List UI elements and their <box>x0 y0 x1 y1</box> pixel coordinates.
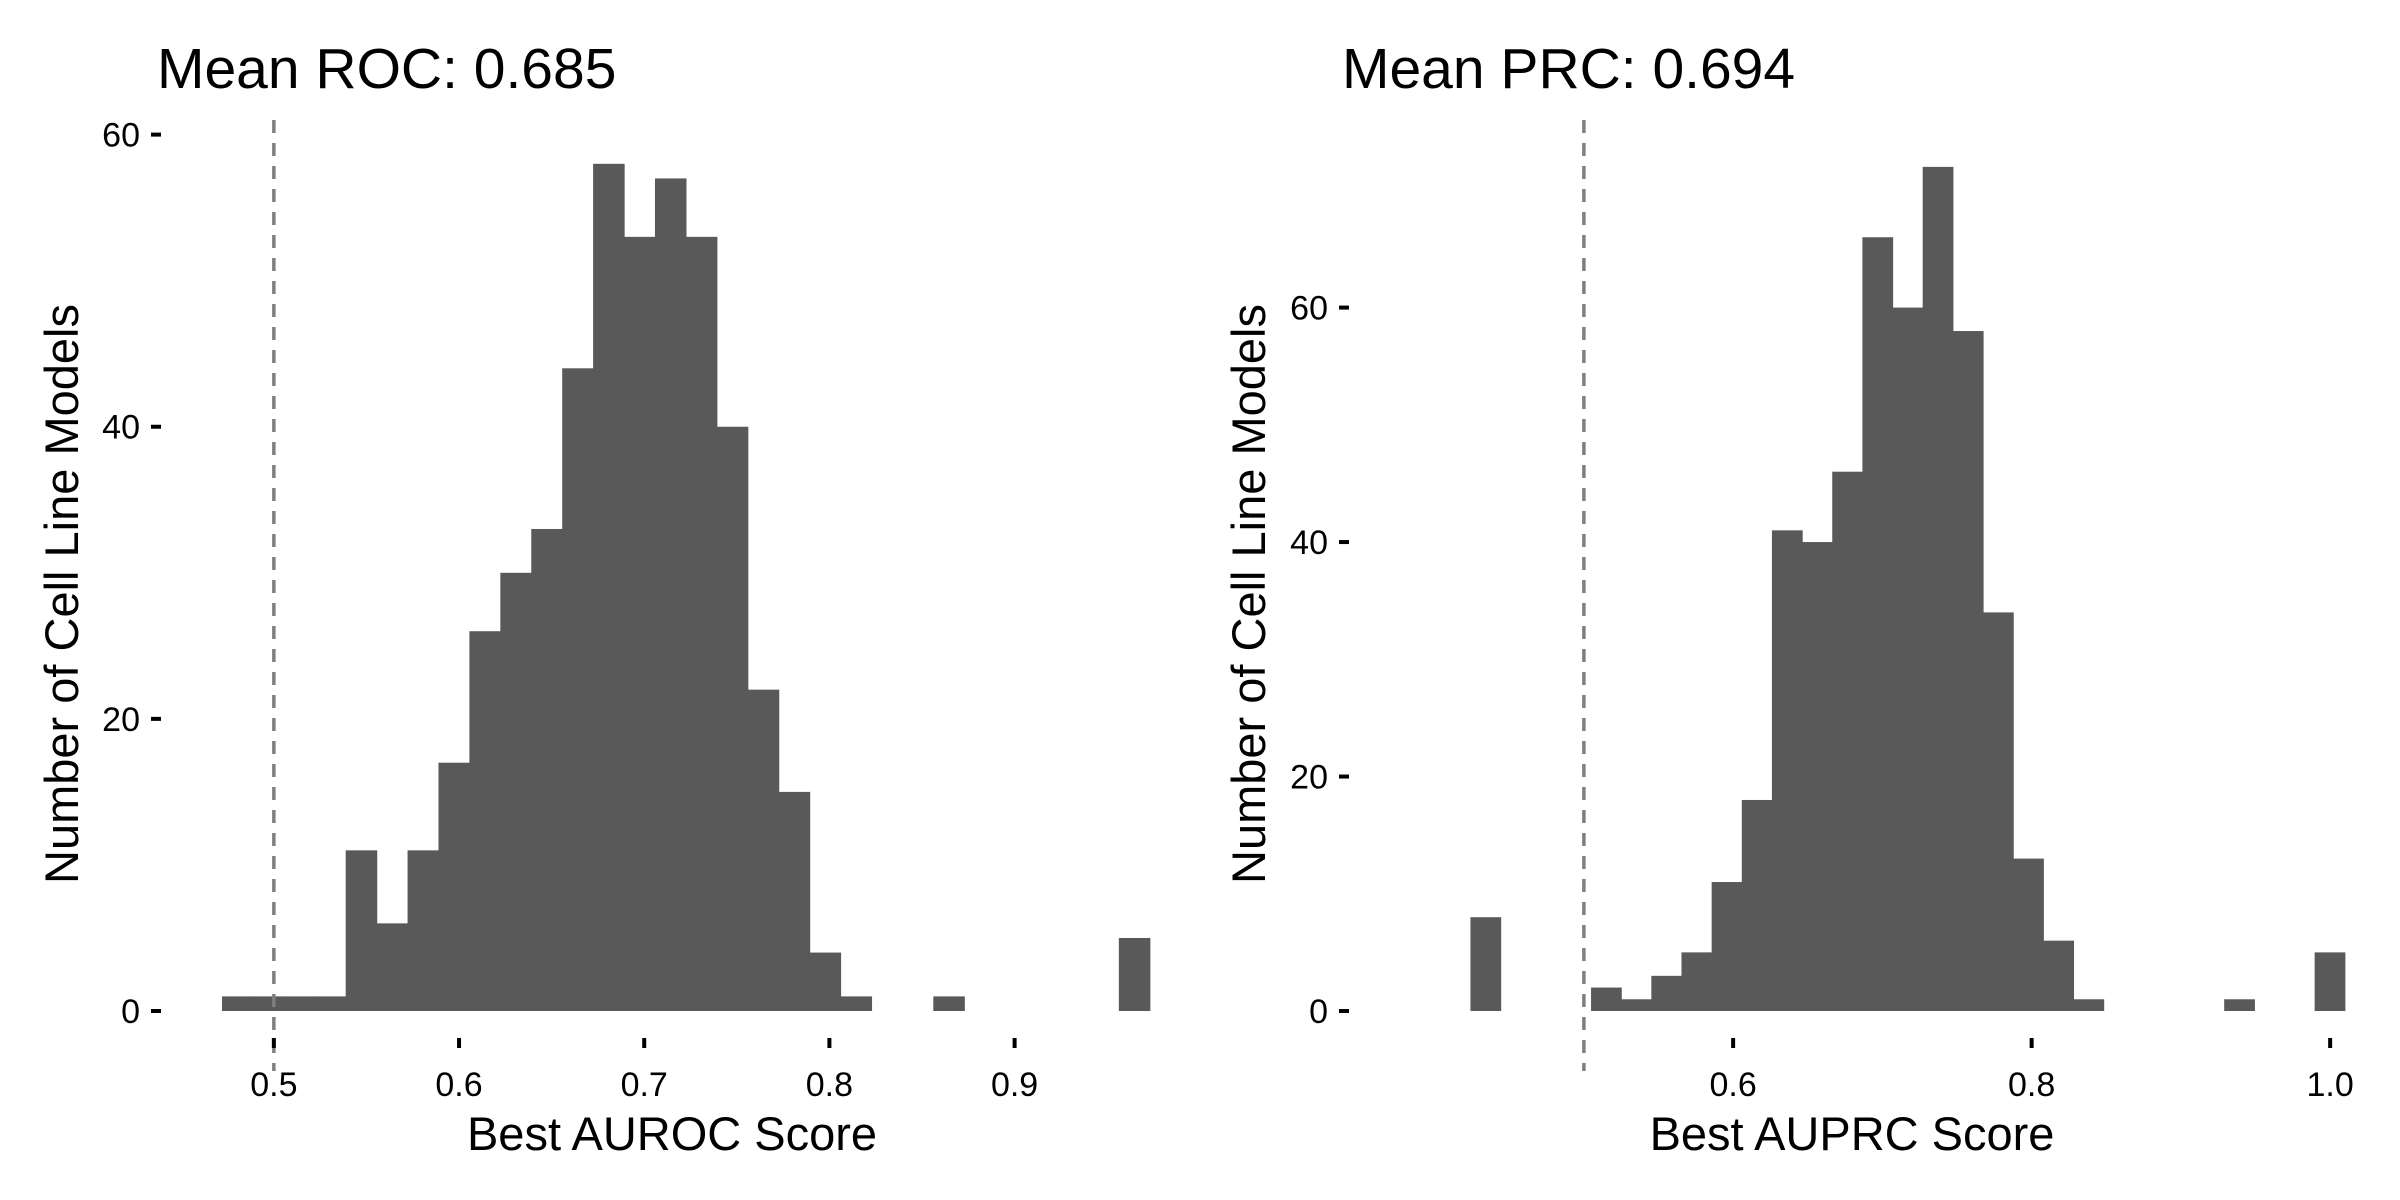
prc-bar <box>1470 917 1502 1011</box>
prc-bar <box>1952 331 1984 1011</box>
prc-bar <box>1802 542 1833 1011</box>
roc-bar <box>562 368 594 1011</box>
prc-bar <box>1621 999 1652 1011</box>
prc-y-tick-label: 20 <box>1290 759 1328 797</box>
prc-bar <box>2013 858 2044 1011</box>
roc-bar <box>252 996 285 1011</box>
roc-bar <box>376 923 409 1011</box>
roc-y-axis: 0 20 40 60 <box>102 117 161 1031</box>
prc-bar <box>1982 612 2014 1011</box>
roc-bar <box>345 850 378 1011</box>
prc-bar <box>1771 530 1803 1011</box>
prc-x-tick-label: 0.8 <box>2008 1066 2055 1104</box>
prc-x-axis: 0.6 0.8 1.0 <box>1710 1038 2354 1104</box>
roc-bar <box>747 689 780 1011</box>
roc-bar <box>840 996 873 1011</box>
roc-x-tick-label: 0.9 <box>991 1066 1038 1104</box>
prc-y-axis-title: Number of Cell Line Models <box>1222 304 1275 884</box>
prc-bar <box>1862 237 1894 1012</box>
prc-bar <box>1651 975 1683 1011</box>
roc-bars <box>222 163 1151 1012</box>
roc-y-tick-label: 40 <box>102 409 140 447</box>
roc-bar <box>1118 937 1151 1011</box>
roc-x-tick-label: 0.5 <box>250 1066 297 1104</box>
prc-bar <box>1832 471 1863 1012</box>
roc-bar <box>624 236 656 1012</box>
roc-x-axis-title: Best AUROC Score <box>467 1107 877 1160</box>
panel-title-prc: Mean PRC: 0.694 <box>1342 37 1795 101</box>
prc-bar <box>1681 952 1713 1011</box>
roc-bar <box>716 426 749 1011</box>
prc-x-axis-title: Best AUPRC Score <box>1650 1107 2055 1160</box>
prc-bar <box>1591 987 1622 1011</box>
roc-bar <box>654 178 687 1011</box>
prc-y-axis: 0 20 40 60 <box>1290 290 1349 1031</box>
panel-prc: Mean PRC: 0.694 0 20 40 60 0.6 0.8 1.0 Best A… <box>1222 37 2354 1160</box>
roc-x-tick-label: 0.6 <box>435 1066 482 1104</box>
prc-bar <box>2224 999 2255 1011</box>
roc-bar <box>933 996 965 1011</box>
prc-x-tick-label: 1.0 <box>2307 1066 2354 1104</box>
prc-bar <box>2314 952 2346 1011</box>
roc-bar <box>469 631 501 1011</box>
prc-y-tick-label: 40 <box>1290 524 1328 562</box>
roc-x-tick-label: 0.8 <box>806 1066 853 1104</box>
prc-bar <box>1711 882 1743 1011</box>
roc-bar <box>685 236 718 1012</box>
panel-title-roc: Mean ROC: 0.685 <box>157 37 616 101</box>
roc-y-tick-label: 60 <box>102 117 140 155</box>
roc-bar <box>809 952 842 1011</box>
prc-y-tick-label: 60 <box>1290 290 1328 328</box>
roc-y-tick-label: 0 <box>121 993 140 1031</box>
prc-y-tick-label: 0 <box>1309 993 1328 1031</box>
roc-x-axis: 0.5 0.6 0.7 0.8 0.9 <box>250 1038 1038 1104</box>
prc-bar <box>1741 799 1773 1011</box>
roc-bar <box>222 996 254 1011</box>
roc-bar <box>438 762 471 1011</box>
prc-bar <box>2043 940 2075 1011</box>
roc-bar <box>283 996 316 1011</box>
roc-bar <box>407 850 440 1011</box>
prc-x-tick-label: 0.6 <box>1710 1066 1757 1104</box>
roc-bar <box>500 572 532 1011</box>
roc-bar <box>531 528 563 1011</box>
prc-bars <box>1470 166 2346 1012</box>
roc-y-axis-title: Number of Cell Line Models <box>35 304 88 884</box>
prc-bar <box>2073 999 2105 1011</box>
roc-bar <box>314 996 347 1011</box>
roc-bar <box>593 163 625 1011</box>
roc-bar <box>778 791 811 1011</box>
roc-x-tick-label: 0.7 <box>621 1066 668 1104</box>
prc-bar <box>1892 307 1924 1012</box>
prc-bar <box>1922 166 1954 1011</box>
roc-y-tick-label: 20 <box>102 701 140 739</box>
